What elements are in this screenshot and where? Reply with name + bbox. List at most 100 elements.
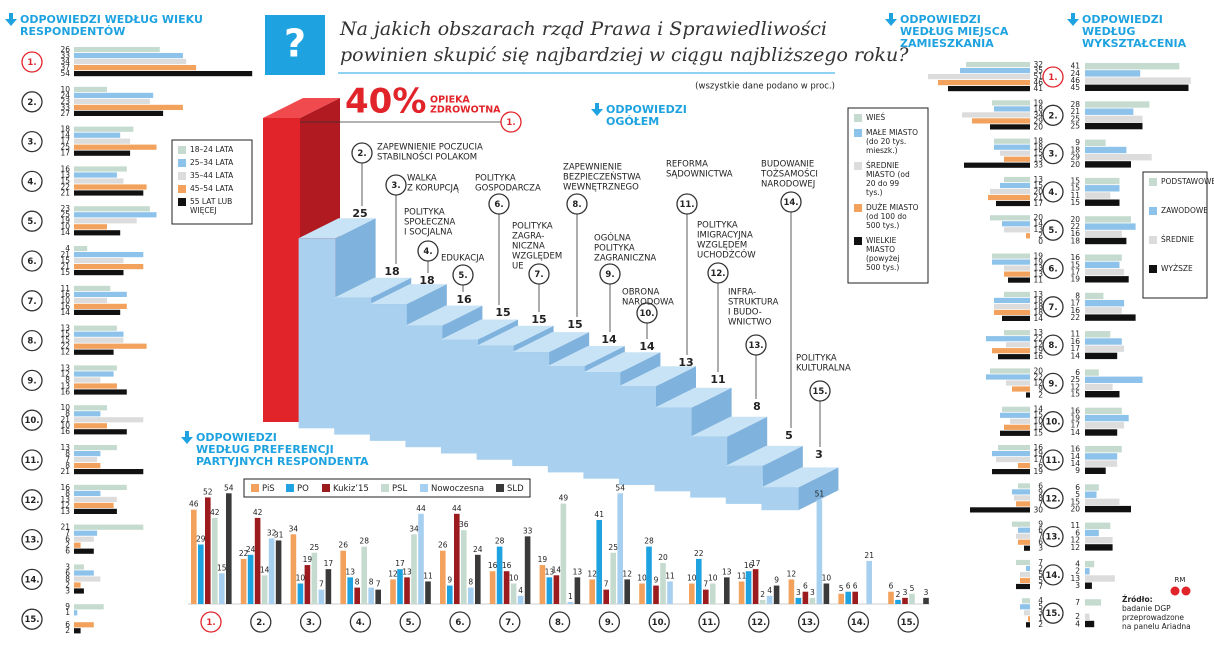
legend-swatch xyxy=(178,146,186,154)
legend-label: MAŁE MIASTO (do 20 tys. mieszk.) xyxy=(866,128,918,155)
bar xyxy=(1004,291,1030,297)
legend-swatch xyxy=(496,484,504,492)
value-label: 2 xyxy=(1038,564,1043,573)
bar xyxy=(1028,616,1030,622)
category-label: ZAPEWNIENIE POCZUCIA xyxy=(377,143,483,153)
bar xyxy=(405,325,443,448)
bar xyxy=(1085,383,1113,391)
value-label: 22 xyxy=(1033,372,1043,381)
item-number: 15. xyxy=(812,387,827,397)
bar xyxy=(74,576,101,582)
bar xyxy=(1000,182,1030,189)
bar xyxy=(74,463,101,469)
item-marker xyxy=(399,611,421,633)
value-label: 16 xyxy=(60,290,70,299)
category-label: ZAPEWNIENIE xyxy=(563,163,622,173)
bar xyxy=(1016,533,1030,539)
value-label: 18 xyxy=(1070,236,1080,245)
value-label: 29 xyxy=(196,535,206,544)
value-label: 15 xyxy=(1033,149,1043,158)
item-marker xyxy=(200,611,222,633)
section-heading: ODPOWIEDZI xyxy=(1082,13,1163,26)
bar xyxy=(476,345,514,460)
bar xyxy=(895,599,901,604)
value-label: 15 xyxy=(1070,390,1080,399)
category-label: REFORMA xyxy=(666,160,708,170)
bar xyxy=(74,230,121,236)
legend-label: 45–54 LATA xyxy=(190,184,234,193)
category-label: NARODOWEJ xyxy=(761,180,815,190)
bar xyxy=(1026,233,1030,239)
item-number: 4. xyxy=(356,618,365,628)
value-label: 8 xyxy=(468,578,473,587)
item-marker xyxy=(1042,104,1064,126)
value-label: 13 xyxy=(60,324,70,333)
value-label: 12 xyxy=(622,569,632,578)
value-label: 6 xyxy=(1038,461,1043,470)
bar xyxy=(646,546,652,604)
bar xyxy=(547,366,585,473)
legend-label: PODSTAWOWE xyxy=(1161,177,1214,186)
value-label: 41 xyxy=(594,510,604,519)
value-label: 13 xyxy=(345,567,355,576)
value-label: 20 xyxy=(1033,213,1043,222)
value-label: 19 xyxy=(1033,98,1043,107)
item-marker xyxy=(599,263,621,285)
legend-swatch xyxy=(1149,265,1157,273)
item-marker xyxy=(1042,602,1064,624)
item-number: 3. xyxy=(306,618,315,628)
bar xyxy=(311,552,318,604)
bar xyxy=(1026,565,1030,572)
value-label: 1 xyxy=(568,592,573,601)
value-label: 3 xyxy=(815,448,823,461)
bar xyxy=(74,206,150,212)
value-label: 11 xyxy=(665,571,675,580)
legend-swatch xyxy=(854,129,862,137)
item-number: 8. xyxy=(572,200,581,210)
bar xyxy=(1002,315,1030,321)
legend-box xyxy=(847,107,929,284)
bar xyxy=(1085,422,1125,429)
value-label: 6 xyxy=(803,582,808,591)
legend-label: DUŻE MIASTO (od 100 do 500 tys.) xyxy=(866,203,919,230)
bar xyxy=(1085,575,1115,582)
bar xyxy=(74,389,127,395)
bar xyxy=(425,581,431,604)
bar xyxy=(703,589,709,604)
value-label: 16 xyxy=(1033,352,1043,361)
category-label: POLITYKA xyxy=(404,208,445,218)
bar xyxy=(1085,446,1122,453)
item-marker xyxy=(780,191,802,213)
bar xyxy=(263,118,300,422)
bar xyxy=(1085,300,1125,307)
bar xyxy=(624,579,630,604)
value-label: 25 xyxy=(1070,114,1080,123)
item-marker xyxy=(417,240,439,262)
bar xyxy=(1085,216,1131,223)
bar xyxy=(226,493,232,604)
section-heading: OGÓŁEM xyxy=(606,115,659,128)
legend-label: PO xyxy=(297,484,309,494)
value-label: 9 xyxy=(1075,466,1080,475)
value-label: 46 xyxy=(1033,78,1043,87)
value-label: 41 xyxy=(1070,62,1080,71)
item-number: 9. xyxy=(1048,379,1057,389)
value-label: 1 xyxy=(65,608,70,617)
value-label: 54 xyxy=(224,483,234,492)
item-marker xyxy=(21,608,43,630)
value-label: 1 xyxy=(1038,614,1043,623)
value-label: 2 xyxy=(1075,567,1080,576)
bar xyxy=(567,601,574,604)
value-label: 3 xyxy=(903,588,908,597)
bar xyxy=(1085,199,1120,206)
bar xyxy=(1085,505,1131,513)
value-label: 16 xyxy=(1070,229,1080,238)
value-label: 26 xyxy=(60,45,70,54)
value-label: 20 xyxy=(1070,160,1080,169)
item-number: 14. xyxy=(1045,571,1060,581)
value-label: 15 xyxy=(1070,260,1080,269)
legend-swatch xyxy=(854,237,862,245)
bar xyxy=(375,589,381,604)
bar xyxy=(948,86,1030,92)
bar xyxy=(909,593,915,604)
